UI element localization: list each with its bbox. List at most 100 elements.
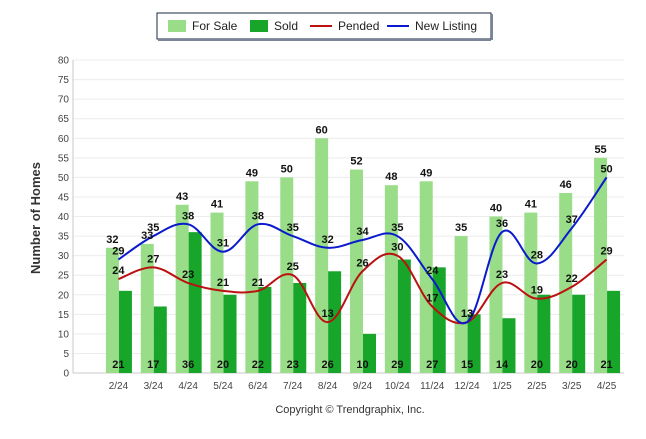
legend: For Sale Sold Pended New Listing <box>156 12 493 41</box>
label-for-sale: 33 <box>141 230 153 242</box>
label-for-sale: 41 <box>211 199 223 211</box>
x-tick-label: 1/25 <box>492 381 512 392</box>
label-pended: 23 <box>182 269 194 281</box>
label-new-listing: 50 <box>600 163 612 175</box>
bar-for-sale <box>559 193 573 373</box>
y-tick-label: 60 <box>58 134 70 145</box>
bar-for-sale <box>315 138 329 373</box>
y-tick-label: 30 <box>58 251 70 262</box>
y-tick-label: 5 <box>63 349 69 360</box>
bar-for-sale <box>140 243 154 373</box>
copyright-text: Copyright © Trendgraphix, Inc. <box>275 404 424 416</box>
x-tick-label: 3/24 <box>144 381 164 392</box>
y-tick-label: 65 <box>58 114 70 125</box>
y-tick-label: 40 <box>58 212 70 223</box>
bar-sold <box>537 294 551 373</box>
label-sold: 22 <box>252 359 264 371</box>
grid-lines <box>72 59 624 374</box>
y-tick-label: 25 <box>58 271 70 282</box>
bar-sold <box>607 290 621 373</box>
label-new-listing: 37 <box>566 214 578 226</box>
label-sold: 36 <box>182 359 194 371</box>
legend-label-pended: Pended <box>338 19 379 33</box>
y-tick-label: 0 <box>63 369 69 380</box>
x-tick-label: 7/24 <box>283 381 303 392</box>
bar-sold <box>572 294 586 373</box>
label-pended: 30 <box>391 242 403 254</box>
bar-sold <box>188 232 202 373</box>
label-for-sale: 46 <box>560 179 572 191</box>
x-tick-label: 5/24 <box>213 381 233 392</box>
bar-sold <box>223 294 237 373</box>
label-pended: 21 <box>217 277 229 289</box>
label-for-sale: 43 <box>176 191 188 203</box>
x-tick-label: 4/25 <box>597 381 617 392</box>
label-for-sale: 49 <box>246 167 258 179</box>
label-for-sale: 60 <box>316 124 328 136</box>
label-for-sale: 32 <box>106 234 118 246</box>
x-tick-label: 2/24 <box>109 381 129 392</box>
label-pended: 13 <box>322 308 334 320</box>
label-new-listing: 36 <box>496 218 508 230</box>
bar-sold <box>432 267 446 373</box>
label-new-listing: 35 <box>287 222 299 234</box>
label-sold: 26 <box>322 359 334 371</box>
y-tick-label: 80 <box>58 56 70 67</box>
label-sold: 14 <box>496 359 509 371</box>
bar-sold <box>397 259 411 373</box>
label-new-listing: 29 <box>112 246 124 258</box>
label-sold: 27 <box>426 359 438 371</box>
label-sold: 21 <box>600 359 612 371</box>
y-axis-label: Number of Homes <box>28 162 43 274</box>
data-labels: 32 33 43 41 49 50 60 52 48 49 35 40 41 46 55 21 17 36 20 22… <box>106 124 612 371</box>
y-tick-label: 55 <box>58 153 70 164</box>
legend-label-new-listing: New Listing <box>415 19 477 33</box>
label-sold: 23 <box>287 359 299 371</box>
bar-for-sale <box>524 212 538 373</box>
label-pended: 26 <box>356 257 368 269</box>
label-pended: 23 <box>496 269 508 281</box>
bar-for-sale <box>350 169 363 373</box>
label-new-listing: 13 <box>461 308 473 320</box>
bar-for-sale <box>105 247 119 373</box>
label-pended: 22 <box>566 273 578 285</box>
bar-sold <box>467 314 481 373</box>
y-tick-label: 70 <box>58 95 70 106</box>
label-sold: 29 <box>391 359 403 371</box>
legend-swatch-for-sale <box>168 20 186 32</box>
line-series <box>117 176 608 325</box>
legend-label-sold: Sold <box>274 19 298 33</box>
x-tick-label: 6/24 <box>248 381 268 392</box>
y-tick-label: 35 <box>58 232 70 243</box>
label-for-sale: 50 <box>281 163 293 175</box>
label-for-sale: 40 <box>490 203 502 215</box>
y-tick-label: 75 <box>58 75 70 86</box>
y-tick-label: 15 <box>58 310 70 321</box>
bar-for-sale <box>489 216 503 373</box>
label-new-listing: 34 <box>356 226 369 238</box>
label-new-listing: 38 <box>182 210 194 222</box>
label-pended: 19 <box>531 285 543 297</box>
bar-sold <box>258 286 272 373</box>
label-pended: 25 <box>287 261 299 273</box>
legend-label-for-sale: For Sale <box>192 19 238 33</box>
x-tick-label: 9/24 <box>353 381 373 392</box>
y-tick-label: 45 <box>58 192 70 203</box>
x-tick-label: 10/24 <box>385 381 410 392</box>
legend-swatch-sold <box>250 20 268 32</box>
label-pended: 27 <box>147 253 159 265</box>
label-new-listing: 31 <box>217 238 229 250</box>
bar-sold <box>328 271 342 373</box>
label-sold: 17 <box>147 359 159 371</box>
label-new-listing: 32 <box>322 234 334 246</box>
line-new-listing <box>117 176 608 325</box>
label-new-listing: 35 <box>147 222 159 234</box>
bar-for-sale <box>454 236 468 373</box>
label-for-sale: 41 <box>525 199 537 211</box>
x-axis-ticks: 2/24 3/24 4/24 5/24 6/24 7/24 8/24 9/24 10/24 11/… <box>109 381 617 392</box>
label-sold: 20 <box>217 359 229 371</box>
y-tick-label: 20 <box>58 290 70 301</box>
bar-sold <box>153 306 167 373</box>
y-tick-label: 50 <box>58 173 70 184</box>
